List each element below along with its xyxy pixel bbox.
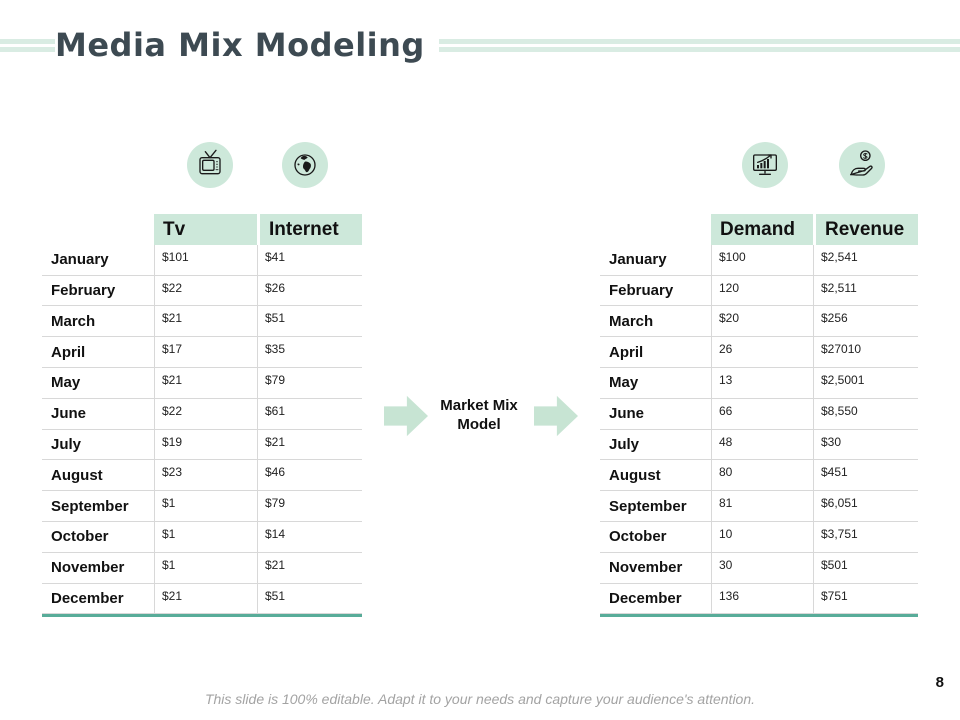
value-cell: 136 [711,583,813,615]
month-label: March [600,306,711,338]
value-cell: $751 [813,583,918,615]
value-cell: $21 [154,367,257,399]
globe-icon [282,142,328,188]
value-cell: $2,541 [813,244,918,276]
value-cell: 120 [711,275,813,307]
value-cell: $1 [154,521,257,553]
month-label: June [600,399,711,430]
month-label: December [600,584,711,615]
value-cell: 10 [711,521,813,553]
column-header-tv: Tv [154,214,257,245]
month-label: April [42,337,154,368]
month-label: August [600,460,711,492]
value-cell: $61 [257,398,362,430]
value-cell: $1 [154,552,257,584]
outcome-table: Demand Revenue January $100 $2,541 February… [600,214,918,617]
value-cell: $46 [257,460,362,492]
value-cell: $14 [257,521,362,553]
corner-cell [600,214,711,245]
corner-cell [42,214,154,245]
value-cell: 81 [711,491,813,522]
month-label: October [42,522,154,553]
month-label: September [42,491,154,522]
column-header-demand: Demand [711,214,813,245]
value-cell: $22 [154,275,257,307]
value-cell: $1 [154,491,257,522]
month-label: November [600,553,711,584]
value-cell: $451 [813,460,918,492]
column-header-revenue: Revenue [813,214,918,245]
value-cell: $51 [257,583,362,615]
month-label: May [42,368,154,399]
value-cell: 26 [711,337,813,368]
month-label: July [42,430,154,461]
value-cell: $21 [154,306,257,338]
month-label: February [42,276,154,307]
media-spend-table: Tv Internet January $101 $41 February $22 $26… [42,214,362,617]
value-cell: $35 [257,337,362,368]
value-cell: 66 [711,398,813,430]
month-label: January [42,245,154,276]
tv-icon [187,142,233,188]
value-cell: $100 [711,244,813,276]
right-arrow-icon [534,395,578,437]
month-label: February [600,276,711,307]
value-cell: $6,051 [813,491,918,522]
column-header-internet: Internet [257,214,362,245]
value-cell: $21 [257,552,362,584]
value-cell: $79 [257,491,362,522]
value-cell: $21 [154,583,257,615]
month-label: October [600,522,711,553]
value-cell: $79 [257,367,362,399]
value-cell: $22 [154,398,257,430]
month-label: August [42,460,154,492]
market-mix-model-label: Market Mix Model [440,397,518,433]
value-cell: 30 [711,552,813,584]
page-title: Media Mix Modeling [55,22,439,68]
month-label: September [600,491,711,522]
value-cell: $26 [257,275,362,307]
month-label: May [600,368,711,399]
value-cell: $21 [257,429,362,461]
value-cell: $8,550 [813,398,918,430]
value-cell: 80 [711,460,813,492]
value-cell: $3,751 [813,521,918,553]
value-cell: $256 [813,306,918,338]
value-cell: $2,5001 [813,367,918,399]
month-label: December [42,584,154,615]
month-label: March [42,306,154,338]
value-cell: $20 [711,306,813,338]
month-label: November [42,553,154,584]
value-cell: $501 [813,552,918,584]
page-number: 8 [935,674,944,691]
value-cell: $23 [154,460,257,492]
value-cell: $30 [813,429,918,461]
value-cell: $2,511 [813,275,918,307]
monitor-chart-icon [742,142,788,188]
value-cell: 13 [711,367,813,399]
value-cell: $101 [154,244,257,276]
value-cell: $19 [154,429,257,461]
month-label: July [600,430,711,461]
value-cell: $41 [257,244,362,276]
title-accent-line [0,47,960,52]
value-cell: 48 [711,429,813,461]
month-label: June [42,399,154,430]
title-accent-line [0,39,960,44]
value-cell: $17 [154,337,257,368]
value-cell: $51 [257,306,362,338]
footer-note: This slide is 100% editable. Adapt it to… [204,691,756,707]
hand-dollar-icon [839,142,885,188]
month-label: April [600,337,711,368]
value-cell: $27010 [813,337,918,368]
month-label: January [600,245,711,276]
right-arrow-icon [384,395,428,437]
